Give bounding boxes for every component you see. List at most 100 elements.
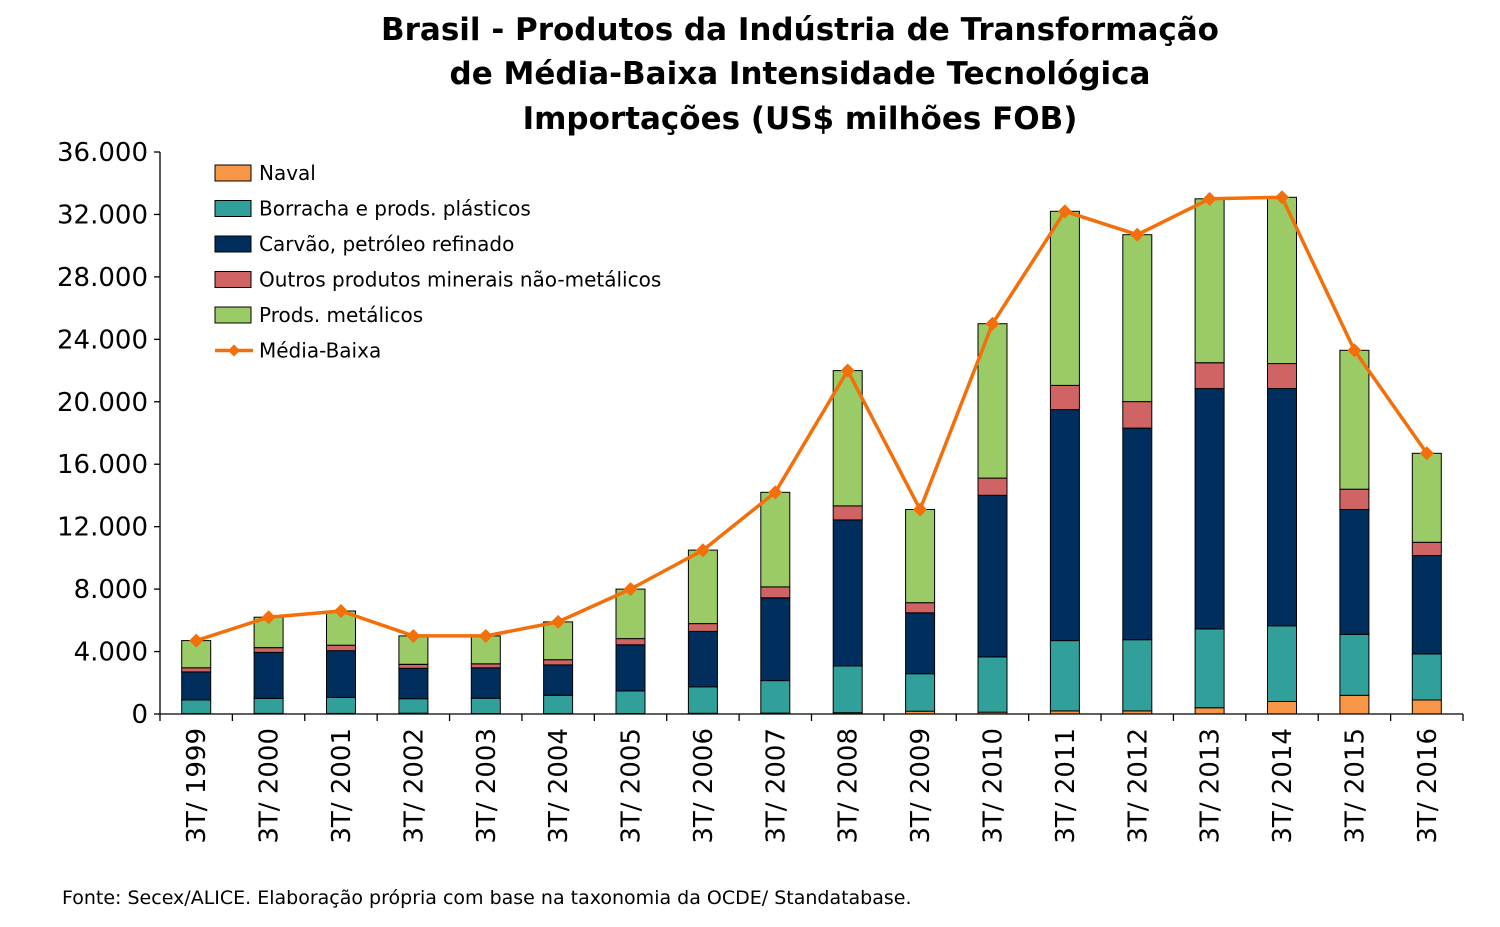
bar-segment-2-4 (470, 667, 501, 699)
x-tick-label-12: 3T/ 2011 (1051, 728, 1081, 844)
source-note: Fonte: Secex/ALICE. Elaboração própria c… (62, 887, 912, 909)
bar-segment-3-15 (1267, 363, 1297, 389)
line-marker-15 (1275, 190, 1290, 205)
legend-label-4: Prods. metálicos (259, 303, 423, 327)
bar-segment-3-12 (1049, 384, 1080, 411)
line-marker-14 (1202, 191, 1217, 206)
x-tick-label-15: 3T/ 2014 (1268, 728, 1298, 844)
bar-segment-3-5 (543, 659, 574, 666)
bar-segment-2-16 (1339, 509, 1370, 635)
bar-segment-0-17 (1411, 699, 1442, 715)
bar-segment-2-1 (253, 651, 284, 699)
bar-segment-2-13 (1122, 427, 1153, 641)
line-marker-3 (406, 628, 421, 643)
bar-segment-3-8 (760, 586, 791, 599)
bar-segment-2-10 (905, 612, 936, 675)
line-marker-13 (1130, 227, 1145, 242)
bar-segment-1-10 (905, 673, 936, 712)
bar-segment-1-5 (543, 694, 574, 715)
line-marker-1 (261, 610, 276, 625)
legend-label-2: Carvão, petróleo refinado (259, 232, 514, 256)
bar-segment-4-1 (253, 616, 284, 649)
x-tick-label-16: 3T/ 2015 (1340, 728, 1370, 844)
bar-segment-3-14 (1194, 362, 1225, 390)
y-tick-label-0: 0 (131, 700, 148, 730)
bar-segment-2-14 (1194, 388, 1225, 630)
bar-segment-3-1 (253, 647, 284, 653)
y-tick-label-1: 4.000 (74, 638, 148, 668)
line-marker-0 (189, 633, 204, 648)
x-tick-label-17: 3T/ 2016 (1413, 728, 1443, 844)
x-tick-label-2: 3T/ 2001 (327, 728, 357, 844)
legend-swatch-3 (214, 271, 252, 288)
bar-segment-1-14 (1194, 628, 1225, 709)
x-tick-label-14: 3T/ 2013 (1196, 728, 1226, 844)
bar-segment-2-17 (1411, 555, 1442, 655)
legend-label-3: Outros produtos minerais não-metálicos (259, 268, 661, 292)
bar-segment-4-16 (1339, 349, 1370, 490)
y-tick-label-7: 28.000 (57, 263, 148, 293)
bar-segment-3-9 (832, 505, 863, 521)
bar-segment-2-11 (977, 494, 1008, 658)
bar-segment-4-14 (1194, 198, 1225, 364)
bar-segment-3-16 (1339, 488, 1370, 511)
bar-segment-3-2 (326, 644, 356, 652)
bar-segment-3-6 (615, 638, 646, 646)
legend-label-1: Borracha e prods. plásticos (259, 197, 531, 221)
x-tick-label-3: 3T/ 2002 (399, 728, 429, 844)
x-tick-label-8: 3T/ 2007 (761, 728, 791, 844)
x-tick-label-5: 3T/ 2004 (544, 728, 574, 844)
bar-segment-2-9 (832, 519, 863, 667)
bar-segment-3-0 (181, 667, 212, 673)
bar-segment-0-14 (1194, 707, 1225, 715)
bar-segment-1-6 (615, 690, 646, 715)
bar-segment-3-17 (1411, 541, 1442, 557)
bar-segment-2-7 (687, 630, 718, 688)
line-marker-8 (768, 485, 783, 500)
bar-segment-1-9 (832, 665, 863, 714)
bar-segment-1-0 (181, 699, 212, 715)
bar-segment-1-2 (326, 697, 356, 714)
line-marker-10 (913, 502, 928, 517)
x-tick-label-9: 3T/ 2008 (834, 728, 864, 844)
bar-segment-1-15 (1267, 625, 1297, 702)
bar-layer (181, 196, 1442, 715)
legend: Naval Borracha e prods. plásticos Carvão, … (214, 161, 661, 363)
line-marker-6 (623, 582, 638, 597)
bar-segment-1-1 (253, 697, 284, 714)
legend-swatch-4 (214, 306, 252, 324)
y-tick-label-5: 20.000 (57, 388, 148, 418)
legend-label-0: Naval (259, 161, 316, 185)
legend-line-marker (228, 344, 240, 357)
bar-segment-3-7 (687, 623, 718, 632)
bar-segment-2-5 (543, 664, 574, 696)
bar-segment-2-3 (398, 667, 429, 700)
x-tick-label-1: 3T/ 2000 (255, 728, 285, 844)
stacked-bar-line-chart: 0 4.000 8.000 12.000 16.000 20.000 24.000 28.00… (57, 138, 1464, 844)
bar-segment-4-15 (1267, 196, 1297, 365)
chart-title-line-1: Brasil - Produtos da Indústria de Transf… (381, 12, 1219, 48)
line-marker-11 (985, 316, 1000, 331)
bar-segment-1-3 (398, 698, 429, 714)
x-tick-label-6: 3T/ 2005 (617, 728, 647, 844)
y-tick-label-8: 32.000 (57, 200, 148, 230)
chart-title-line-3: Importações (US$ milhões FOB) (522, 101, 1078, 137)
legend-swatch-2 (214, 235, 252, 253)
bar-segment-2-6 (615, 644, 646, 692)
y-tick-label-9: 36.000 (57, 138, 148, 168)
bar-segment-1-8 (760, 680, 791, 714)
y-tick-label-3: 12.000 (57, 513, 148, 543)
line-marker-7 (695, 543, 710, 558)
line-marker-17 (1419, 446, 1434, 461)
bar-segment-4-12 (1049, 210, 1080, 386)
chart-title-line-2: de Média-Baixa Intensidade Tecnológica (449, 56, 1151, 92)
y-tick-label-2: 8.000 (74, 575, 148, 605)
bar-segment-1-11 (977, 656, 1008, 713)
bar-segment-4-7 (687, 549, 718, 625)
axes-layer: 0 4.000 8.000 12.000 16.000 20.000 24.000 28.00… (57, 138, 1464, 844)
bar-segment-0-15 (1267, 701, 1297, 715)
legend-swatch-0 (214, 164, 252, 182)
bar-segment-2-2 (326, 650, 356, 698)
bar-segment-1-16 (1339, 633, 1370, 696)
line-media-baixa (195, 195, 1429, 643)
